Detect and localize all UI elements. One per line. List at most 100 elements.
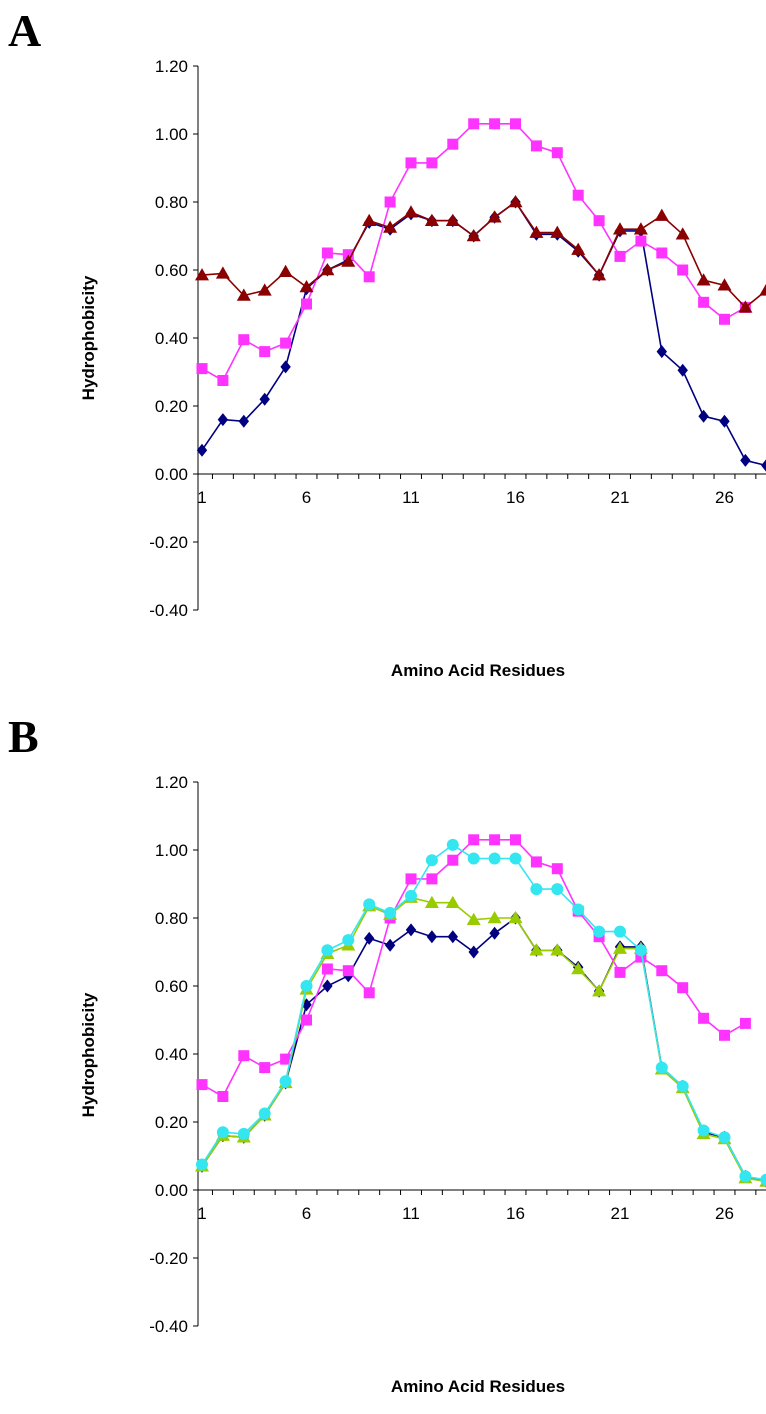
panel-b-series-1: [196, 911, 766, 1188]
panel-a-series-3-point: [404, 205, 418, 218]
panel-b-series-3-point: [571, 962, 586, 975]
panel-b-series-1-point: [426, 930, 438, 944]
panel-b-series-4-point: [258, 1107, 271, 1120]
panel-b-series-2-point: [426, 873, 438, 885]
panel-a-series-2-point: [530, 140, 542, 152]
panel-b-series-3-point: [508, 911, 523, 924]
panel-b-series-2-point: [739, 1017, 751, 1029]
panel-b-series-4-point: [237, 1127, 250, 1140]
panel-b-series-2-point: [468, 834, 480, 846]
panel-b-x-tick-label: 26: [715, 1204, 734, 1223]
panel-b-series-4-point: [300, 980, 313, 992]
panel-b-series-3-point: [445, 895, 460, 908]
panel-b-series-1-point: [447, 930, 458, 944]
panel-b-series-4-point: [488, 852, 501, 865]
panel-a-x-tick-label: 11: [402, 488, 420, 507]
panel-b-series-2-point: [719, 1029, 730, 1041]
panel-a-series-1-point: [217, 413, 229, 427]
panel-b-series-4-point: [384, 906, 397, 919]
panel-a-series-3-point: [424, 213, 439, 226]
panel-b-series-2-point: [614, 966, 626, 978]
panel-b-y-tick-label: 0.40: [155, 1045, 188, 1064]
panel-a-series-3-point: [717, 278, 732, 291]
panel-a-series-3-point: [445, 213, 460, 226]
panel-b-series-4-point: [676, 1080, 689, 1093]
panel-b-series-4-point: [760, 1173, 766, 1186]
panel-a-series-2-point: [635, 235, 647, 247]
panel-b-series-2-point: [656, 965, 668, 977]
panel-a-series-1-point: [698, 409, 709, 423]
panel-a-series-3-point: [550, 225, 565, 238]
panel-a-series-2-point: [238, 334, 250, 346]
panel-a-y-tick-label: -0.40: [149, 601, 188, 620]
panel-b-series-1-point: [489, 926, 500, 940]
panel-a-series-1-point: [238, 414, 249, 428]
panel-a-series-3-point: [759, 283, 766, 296]
panel-b-y-tick-label: 0.60: [155, 977, 188, 996]
panel-b-series-2-point: [196, 1079, 208, 1091]
panel-a-series-3-line: [201, 200, 766, 309]
panel-b-x-tick-label: 21: [611, 1204, 630, 1223]
panel-a-series-2-point: [405, 157, 417, 169]
panel-b-series-2-point: [530, 856, 542, 868]
panel-b-y-tick-label: 1.20: [155, 773, 188, 792]
panel-b-x-tick-label: 11: [402, 1204, 420, 1223]
panel-b-series-1-point: [322, 979, 333, 993]
panel-b-series-4-point: [509, 852, 522, 865]
panel-a-series-3-point: [236, 288, 251, 301]
panel-a-series-3-point: [675, 227, 690, 240]
panel-b-x-tick-label: 6: [302, 1204, 311, 1223]
panel-b-series-2-point: [698, 1012, 710, 1024]
panel-b-series-4-point: [634, 944, 647, 957]
panel-a-series-3-point: [613, 222, 627, 235]
panel-a-series-2-point: [656, 247, 668, 259]
panel-b-series-2-point: [447, 854, 459, 866]
panel-a-y-tick-label: 0.00: [155, 465, 188, 484]
panel-b-y-tick-label: -0.20: [149, 1249, 188, 1268]
panel-a-y-tick-label: 0.60: [155, 261, 188, 280]
panel-a-series-3-point: [592, 268, 607, 281]
panel-b-series-3-point: [487, 911, 502, 924]
panel-a-series-1-point: [656, 345, 667, 359]
panel-b-y-tick-label: -0.40: [149, 1317, 188, 1336]
panel-a-series-3-point: [278, 264, 293, 277]
panel-b-series-2-point: [635, 951, 647, 963]
panel-a-series-2-point: [572, 189, 584, 201]
panel-b-series-2-point: [510, 834, 521, 846]
panel-a-y-tick-label: -0.20: [149, 533, 188, 552]
panel-b-label: B: [8, 711, 39, 762]
panel-b-series-4-point: [655, 1061, 668, 1074]
panel-a-series-2-point: [426, 157, 438, 169]
panel-a-series-2-point: [363, 271, 375, 283]
panel-a-series-3-point: [320, 263, 335, 276]
panel-a-series-3-point: [529, 225, 544, 238]
panel-a-series-2-point: [301, 298, 312, 310]
panel-b-series-4-point: [530, 883, 543, 896]
panel-a-series-3-point: [362, 213, 377, 226]
panel-a-series-1-point: [280, 360, 291, 374]
panel-a-series-2-point: [719, 313, 730, 325]
panel-a-series-2-point: [447, 138, 459, 150]
panel-a-series-2-point: [510, 118, 521, 130]
panel-b-series-2-point: [259, 1062, 271, 1074]
panel-b-x-tick-label: 1: [197, 1204, 206, 1223]
panel-a-series-2-point: [698, 296, 710, 308]
panel-b-series-2-point: [238, 1050, 250, 1062]
panel-a-series-1-point: [677, 363, 688, 377]
panel-b-series-4-point: [216, 1126, 229, 1139]
panel-b-series-3-point: [592, 984, 607, 997]
panel-a-y-axis-title: Hydrophobicity: [79, 275, 98, 400]
panel-a-series-1-point: [259, 392, 270, 406]
panel-b-y-tick-label: 0.80: [155, 909, 188, 928]
panel-b-series-4-point: [425, 854, 438, 867]
panel-b: B Amino Acid Residues Hydrophobicity 1.2…: [8, 711, 766, 1396]
panel-b-series-2-point: [280, 1053, 292, 1065]
panel-b-series-4-point: [718, 1131, 731, 1144]
panel-b-series-2-point: [363, 987, 375, 999]
panel-b-series-4-point: [697, 1124, 710, 1137]
panel-b-series-4-point: [572, 903, 585, 916]
panel-a-series-3-point: [195, 268, 209, 281]
panel-a-y-tick-label: 1.00: [155, 125, 188, 144]
panel-b-series-2-point: [551, 863, 563, 875]
